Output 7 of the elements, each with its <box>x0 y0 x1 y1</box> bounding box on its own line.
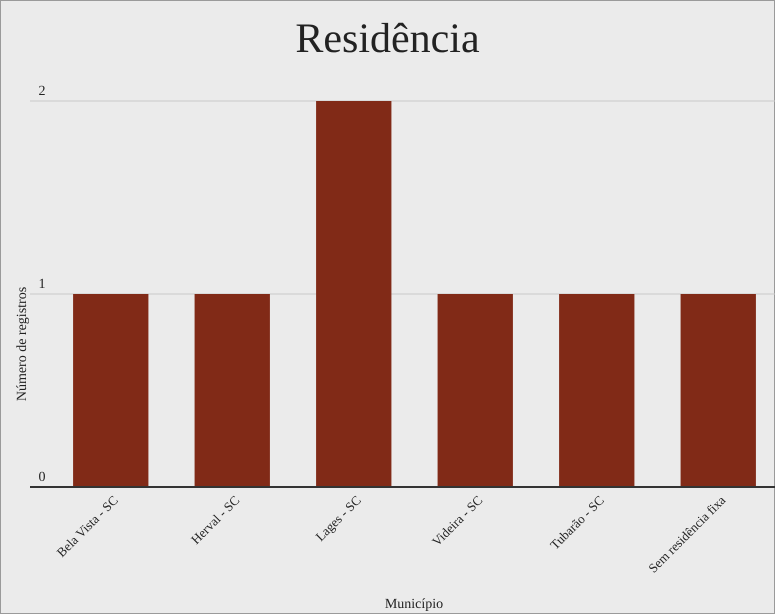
y-tick-label: 1 <box>38 277 46 292</box>
chart-title: Residência <box>295 16 480 62</box>
y-axis-title: Número de registros <box>15 286 30 402</box>
x-tick-label: Bela Vista - SC <box>54 492 121 560</box>
x-axis-title: Município <box>384 597 444 612</box>
y-tick-label: 0 <box>38 470 46 485</box>
y-tick-label: 2 <box>38 84 46 99</box>
